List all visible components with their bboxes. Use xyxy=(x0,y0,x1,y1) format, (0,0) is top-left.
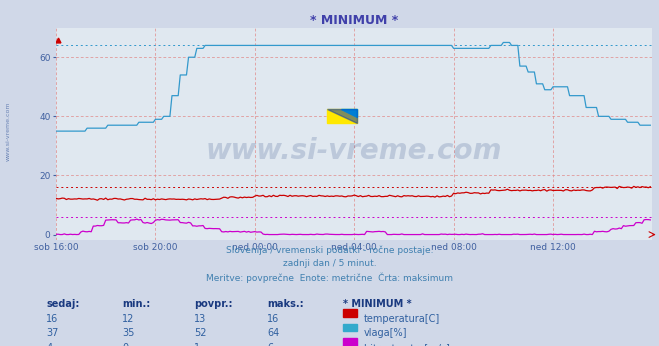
Text: 12: 12 xyxy=(122,314,134,324)
Text: 37: 37 xyxy=(46,328,59,338)
Text: min.:: min.: xyxy=(122,299,150,309)
Text: zadnji dan / 5 minut.: zadnji dan / 5 minut. xyxy=(283,260,376,268)
Text: 64: 64 xyxy=(267,328,279,338)
Text: 4: 4 xyxy=(46,343,52,346)
Text: 52: 52 xyxy=(194,328,207,338)
Text: www.si-vreme.com: www.si-vreme.com xyxy=(5,102,11,161)
Text: 16: 16 xyxy=(46,314,59,324)
Text: www.si-vreme.com: www.si-vreme.com xyxy=(206,137,502,165)
Text: 0: 0 xyxy=(122,343,128,346)
Text: * MINIMUM *: * MINIMUM * xyxy=(343,299,411,309)
Text: 6: 6 xyxy=(267,343,273,346)
Text: temperatura[C]: temperatura[C] xyxy=(364,314,440,324)
Bar xyxy=(328,109,357,124)
Text: 16: 16 xyxy=(267,314,279,324)
Text: hitrost vetra[m/s]: hitrost vetra[m/s] xyxy=(364,343,449,346)
Text: vlaga[%]: vlaga[%] xyxy=(364,328,407,338)
Polygon shape xyxy=(341,109,357,118)
Text: Meritve: povprečne  Enote: metrične  Črta: maksimum: Meritve: povprečne Enote: metrične Črta:… xyxy=(206,273,453,283)
Text: 35: 35 xyxy=(122,328,134,338)
Text: povpr.:: povpr.: xyxy=(194,299,233,309)
Text: maks.:: maks.: xyxy=(267,299,304,309)
Polygon shape xyxy=(328,109,357,124)
Text: Slovenija / vremenski podatki - ročne postaje.: Slovenija / vremenski podatki - ročne po… xyxy=(226,246,433,255)
Text: 13: 13 xyxy=(194,314,207,324)
Text: sedaj:: sedaj: xyxy=(46,299,80,309)
Title: * MINIMUM *: * MINIMUM * xyxy=(310,13,398,27)
Text: 1: 1 xyxy=(194,343,200,346)
